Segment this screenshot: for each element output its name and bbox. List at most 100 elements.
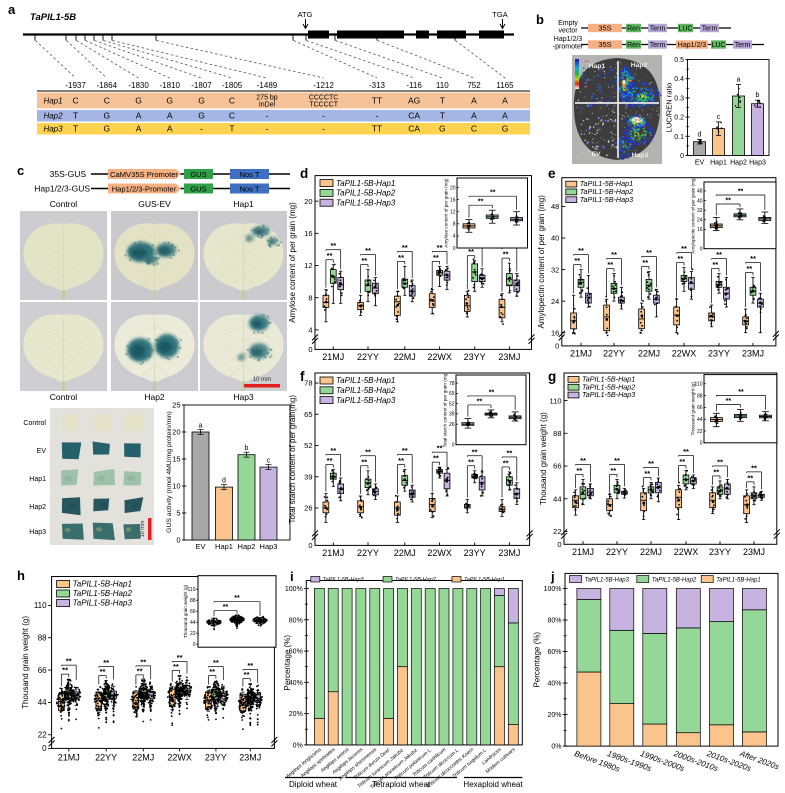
- svg-text:e: e: [548, 166, 556, 181]
- svg-text:**: **: [398, 253, 404, 262]
- svg-text:**: **: [712, 260, 718, 269]
- svg-text:Hap2: Hap2: [29, 504, 46, 511]
- svg-text:Hap3: Hap3: [749, 160, 766, 167]
- svg-text:Hap1: Hap1: [29, 476, 46, 483]
- svg-text:-1212: -1212: [313, 81, 334, 90]
- svg-text:Amylose content of per grain (: Amylose content of per grain (mg): [288, 202, 297, 323]
- svg-text:Thousand grain weight (g): Thousand grain weight (g): [21, 616, 30, 709]
- svg-text:23MJ: 23MJ: [498, 548, 520, 558]
- svg-text:**: **: [747, 473, 753, 482]
- svg-text:c: c: [17, 163, 24, 178]
- svg-text:a: a: [8, 2, 16, 17]
- svg-text:20: 20: [172, 428, 180, 437]
- svg-text:22MJ: 22MJ: [394, 352, 416, 362]
- svg-text:TaPIL1-5B: TaPIL1-5B: [30, 12, 76, 23]
- svg-text:EV: EV: [591, 151, 601, 158]
- svg-text:**: **: [648, 459, 654, 468]
- svg-text:**: **: [746, 264, 752, 273]
- svg-text:Hap1: Hap1: [589, 63, 606, 70]
- svg-text:Hap1: Hap1: [710, 160, 727, 167]
- svg-text:110: 110: [436, 81, 449, 90]
- svg-text:Thousand grain weight (g): Thousand grain weight (g): [691, 382, 696, 436]
- svg-text:**: **: [327, 251, 333, 260]
- svg-text:EV: EV: [695, 160, 705, 167]
- svg-text:**: **: [574, 256, 580, 265]
- svg-text:TaPIL1-5B-Hap2: TaPIL1-5B-Hap2: [580, 187, 633, 196]
- svg-text:1165: 1165: [496, 81, 514, 90]
- svg-text:Hap1/2/3-Promoter: Hap1/2/3-Promoter: [112, 184, 177, 193]
- svg-text:**: **: [503, 458, 509, 467]
- svg-text:22YY: 22YY: [95, 752, 117, 762]
- svg-text:66: 66: [553, 462, 561, 471]
- svg-text:16: 16: [304, 229, 312, 238]
- svg-text:22: 22: [190, 631, 196, 637]
- svg-text:TGA: TGA: [492, 10, 507, 19]
- svg-text:**: **: [679, 457, 685, 466]
- svg-text:25: 25: [172, 401, 180, 410]
- svg-text:T: T: [440, 95, 445, 105]
- svg-text:Term: Term: [650, 26, 666, 33]
- svg-text:52: 52: [449, 401, 455, 407]
- svg-text:752: 752: [467, 81, 481, 90]
- svg-text:h: h: [17, 568, 25, 583]
- svg-text:Hap2: Hap2: [631, 62, 648, 69]
- svg-text:Hap3: Hap3: [260, 542, 278, 551]
- svg-text:Hap3: Hap3: [632, 152, 649, 159]
- svg-text:CaMV35S Promoter: CaMV35S Promoter: [110, 170, 178, 179]
- svg-text:66: 66: [697, 405, 703, 411]
- svg-text:23YY: 23YY: [205, 752, 227, 762]
- svg-text:Hap3: Hap3: [29, 529, 46, 536]
- svg-text:22WX: 22WX: [427, 352, 452, 362]
- svg-text:GUS: GUS: [190, 185, 206, 194]
- svg-text:16: 16: [551, 328, 559, 337]
- svg-text:C: C: [104, 95, 110, 105]
- svg-text:Thousand grain weight (g): Thousand grain weight (g): [183, 584, 188, 638]
- svg-text:f: f: [300, 369, 305, 384]
- svg-text:-1805: -1805: [222, 81, 243, 90]
- svg-text:Hap2: Hap2: [43, 112, 63, 121]
- svg-text:d: d: [698, 131, 702, 138]
- svg-text:Hap2: Hap2: [730, 160, 747, 167]
- svg-text:0.3: 0.3: [674, 95, 684, 102]
- svg-text:TaPIL1-5B-Hap3: TaPIL1-5B-Hap3: [580, 195, 633, 204]
- svg-text:39: 39: [449, 412, 455, 418]
- svg-text:44: 44: [190, 620, 196, 626]
- svg-text:0.5: 0.5: [674, 57, 684, 64]
- svg-text:-1830: -1830: [128, 81, 149, 90]
- svg-text:110: 110: [34, 601, 47, 610]
- svg-text:0: 0: [308, 541, 312, 550]
- svg-text:22YY: 22YY: [357, 352, 379, 362]
- svg-text:40: 40: [697, 198, 703, 204]
- svg-text:InDel: InDel: [259, 102, 276, 109]
- svg-text:32: 32: [697, 208, 703, 214]
- svg-text:A: A: [502, 95, 508, 105]
- svg-text:-313: -313: [369, 81, 386, 90]
- svg-text:Control: Control: [23, 420, 46, 427]
- svg-text:c: c: [717, 114, 721, 121]
- svg-text:39: 39: [304, 472, 312, 481]
- svg-text:**: **: [365, 447, 371, 456]
- svg-text:Empty: Empty: [558, 20, 578, 27]
- svg-text:A: A: [471, 111, 477, 121]
- svg-text:g: g: [548, 369, 556, 384]
- svg-text:22WX: 22WX: [674, 547, 699, 557]
- svg-text:35S-GUS: 35S-GUS: [50, 169, 87, 179]
- svg-text:23MJ: 23MJ: [743, 547, 765, 557]
- svg-text:**: **: [478, 199, 484, 206]
- svg-text:**: **: [361, 256, 367, 265]
- svg-text:**: **: [433, 454, 439, 463]
- svg-text:TaPIL1-5B-Hap1: TaPIL1-5B-Hap1: [580, 179, 633, 188]
- svg-text:GUS-EV: GUS-EV: [138, 199, 171, 209]
- svg-text:21MJ: 21MJ: [572, 547, 594, 557]
- svg-text:TaPIL1-5B-Hap3: TaPIL1-5B-Hap3: [336, 396, 396, 405]
- svg-text:Hap3: Hap3: [43, 125, 63, 134]
- svg-text:Term: Term: [650, 42, 666, 49]
- svg-text:**: **: [738, 389, 744, 396]
- svg-text:0: 0: [680, 153, 684, 160]
- svg-text:Ren: Ren: [627, 26, 640, 33]
- svg-text:0: 0: [700, 247, 703, 253]
- svg-text:88: 88: [697, 393, 703, 399]
- svg-text:23MJ: 23MJ: [498, 352, 520, 362]
- svg-text:12: 12: [450, 210, 456, 216]
- svg-text:32: 32: [551, 265, 559, 274]
